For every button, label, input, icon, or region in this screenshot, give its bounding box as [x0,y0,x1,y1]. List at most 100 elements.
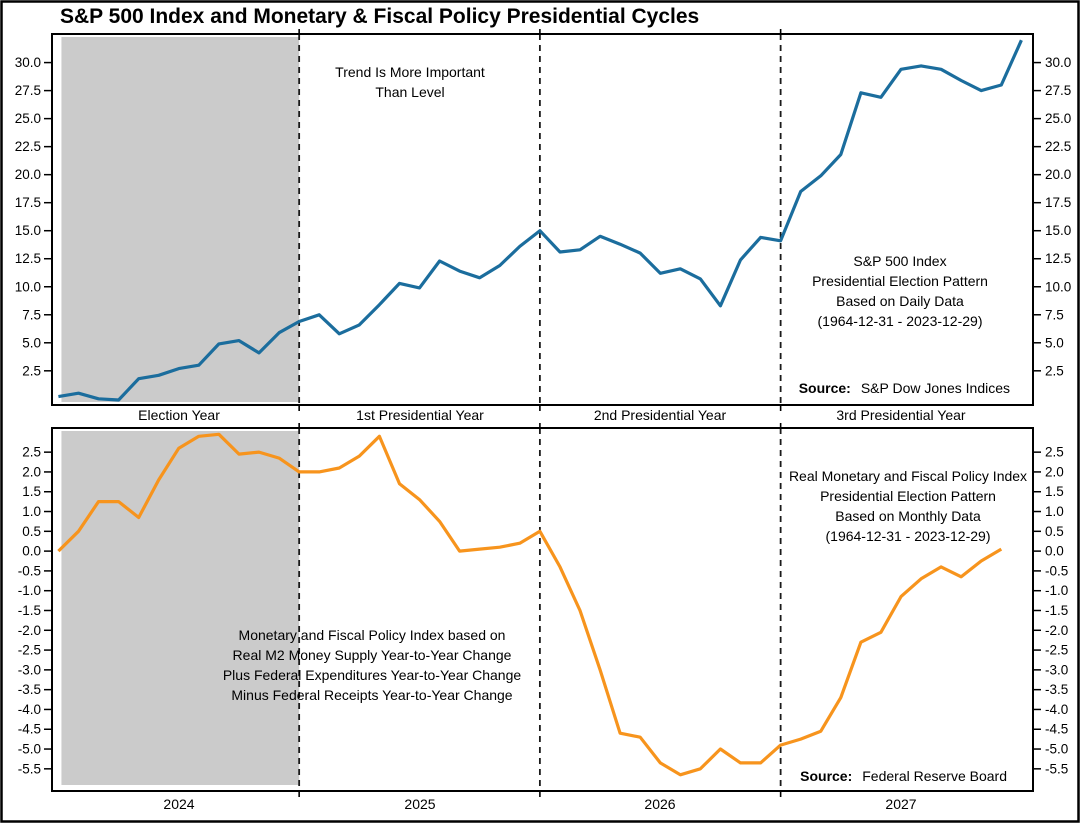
y-axis-tick-label: -0.5 [18,563,41,578]
y-axis-tick-label: 25.0 [1045,111,1071,126]
y-axis-tick-label: 1.5 [22,484,41,499]
y-axis-tick-label: -3.0 [18,662,41,677]
policy-pattern-note-line: Real Monetary and Fiscal Policy Index [788,468,1028,484]
y-axis-tick-label: -3.5 [1045,682,1068,697]
top-source: Source: S&P Dow Jones Indices [799,380,1010,396]
y-axis-tick-label: -5.0 [18,742,41,757]
policy-method-note-line: Real M2 Money Supply Year-to-Year Change [232,647,512,663]
y-axis-tick-label: 2.5 [22,363,41,378]
y-axis-tick-label: 5.0 [22,335,41,350]
sp500-pattern-note-line: Presidential Election Pattern [812,273,988,289]
y-axis-tick-label: 1.5 [1045,484,1064,499]
y-axis-tick-label: -2.0 [18,623,41,638]
y-axis-tick-label: -1.5 [1045,603,1068,618]
election-year-shading [61,37,300,402]
y-axis-tick-label: 12.5 [1045,251,1071,266]
x-label-2026: 2026 [644,796,676,812]
x-label-1st-year: 1st Presidential Year [356,407,484,423]
x-label-election-year: Election Year [138,407,220,423]
y-axis-tick-label: 2.5 [22,445,41,460]
y-axis-tick-label: 10.0 [15,279,41,294]
y-axis-tick-label: 30.0 [15,55,41,70]
policy-pattern-note-line: Based on Monthly Data [835,508,981,524]
y-axis-tick-label: 1.0 [1045,504,1064,519]
y-axis-tick-label: -5.0 [1045,742,1068,757]
top-source-text: S&P Dow Jones Indices [860,380,1010,396]
trend-note-line: Than Level [375,84,445,100]
y-axis-tick-label: 20.0 [15,167,41,182]
sp500-pattern-note-line: S&P 500 Index [853,253,947,269]
bottom-source: Source: Federal Reserve Board [800,768,1007,784]
top-source-label: Source: [798,380,851,396]
y-axis-tick-label: 7.5 [22,307,41,322]
trend-note: Trend Is More Important Than Level [260,62,560,102]
y-axis-tick-label: 2.0 [1045,464,1064,479]
x-label-3rd-year: 3rd Presidential Year [836,407,966,423]
y-axis-tick-label: -4.5 [18,722,41,737]
y-axis-tick-label: 1.0 [22,504,41,519]
y-axis-tick-label: 25.0 [15,111,41,126]
y-axis-tick-label: 15.0 [15,223,41,238]
y-axis-tick-label: -2.5 [18,643,41,658]
y-axis-tick-label: 0.5 [1045,524,1064,539]
sp500-pattern-note-line: (1964-12-31 - 2023-12-29) [817,313,983,329]
y-axis-tick-label: 2.0 [22,464,41,479]
policy-index-line [57,432,1003,777]
y-axis-tick-label: -5.5 [1045,761,1068,776]
y-axis-tick-label: 0.5 [22,524,41,539]
election-year-shading [61,431,300,785]
top-panel: 2.5 2.5 5.0 5.0 7.5 7.5 10.0 10.0 12.5 12.5 15.0 15… [15,29,1071,411]
y-axis-tick-label: 12.5 [15,251,41,266]
x-label-2027: 2027 [885,796,917,812]
y-axis-tick-label: 15.0 [1045,223,1071,238]
y-axis-tick-label: 5.0 [1045,335,1064,350]
policy-method-note-line: Monetary and Fiscal Policy Index based o… [238,627,506,643]
x-label-2nd-year: 2nd Presidential Year [593,407,727,423]
y-axis-tick-label: 17.5 [1045,195,1071,210]
top-panel-frame [51,33,1034,406]
chart-title: S&P 500 Index and Monetary & Fiscal Poli… [60,5,700,28]
x-label-2024: 2024 [163,796,195,812]
y-axis-tick-label: -4.0 [1045,702,1068,717]
policy-pattern-note-line: Presidential Election Pattern [820,488,996,504]
y-axis-tick-label: 2.5 [1045,445,1064,460]
y-axis-tick-label: -4.5 [1045,722,1068,737]
sp500-line [58,39,1023,402]
y-axis-tick-label: 17.5 [15,195,41,210]
bottom-source-label: Source: [800,768,853,784]
policy-method-note-line: Plus Federal Expenditures Year-to-Year C… [222,667,522,683]
y-axis-tick-label: 7.5 [1045,307,1064,322]
y-axis-tick-label: -1.0 [18,583,41,598]
y-axis-tick-label: 27.5 [1045,83,1071,98]
trend-note-line: Trend Is More Important [335,64,485,80]
y-axis-tick-label: 20.0 [1045,167,1071,182]
y-axis-tick-label: -1.5 [18,603,41,618]
y-axis-tick-label: -0.5 [1045,563,1068,578]
y-axis-tick-label: -3.5 [18,682,41,697]
y-axis-tick-label: 27.5 [15,83,41,98]
policy-pattern-note-line: (1964-12-31 - 2023-12-29) [825,528,991,544]
bottom-panel-frame [51,427,1034,792]
y-axis-tick-label: 2.5 [1045,363,1064,378]
y-axis-tick-label: 0.0 [1045,544,1064,559]
sp500-pattern-note: S&P 500 Index Presidential Election Patt… [750,251,1050,331]
bottom-source-text: Federal Reserve Board [862,768,1007,784]
y-axis-tick-label: -3.0 [1045,662,1068,677]
y-axis-tick-label: 22.5 [15,139,41,154]
sp500-pattern-note-line: Based on Daily Data [836,293,964,309]
y-axis-tick-label: -5.5 [18,761,41,776]
policy-method-note: Monetary and Fiscal Policy Index based o… [197,625,547,705]
y-axis-tick-label: -1.0 [1045,583,1068,598]
y-axis-tick-label: 0.0 [22,544,41,559]
y-axis-tick-label: -2.0 [1045,623,1068,638]
y-axis-tick-label: -2.5 [1045,643,1068,658]
policy-method-note-line: Minus Federal Receipts Year-to-Year Chan… [231,687,513,703]
policy-pattern-note: Real Monetary and Fiscal Policy Index Pr… [758,466,1058,546]
y-axis-tick-label: -4.0 [18,702,41,717]
y-axis-tick-label: 30.0 [1045,55,1071,70]
y-axis-tick-label: 22.5 [1045,139,1071,154]
y-axis-tick-label: 10.0 [1045,279,1071,294]
